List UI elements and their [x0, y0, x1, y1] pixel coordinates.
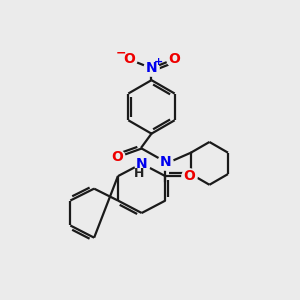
Text: N: N	[136, 157, 148, 171]
Text: O: O	[168, 52, 180, 66]
Text: −: −	[116, 46, 126, 59]
Text: O: O	[111, 150, 123, 164]
Text: N: N	[160, 155, 171, 169]
Text: O: O	[123, 52, 135, 66]
Text: N: N	[146, 61, 157, 75]
Text: H: H	[134, 167, 144, 180]
Text: +: +	[154, 57, 164, 67]
Text: O: O	[183, 169, 195, 183]
